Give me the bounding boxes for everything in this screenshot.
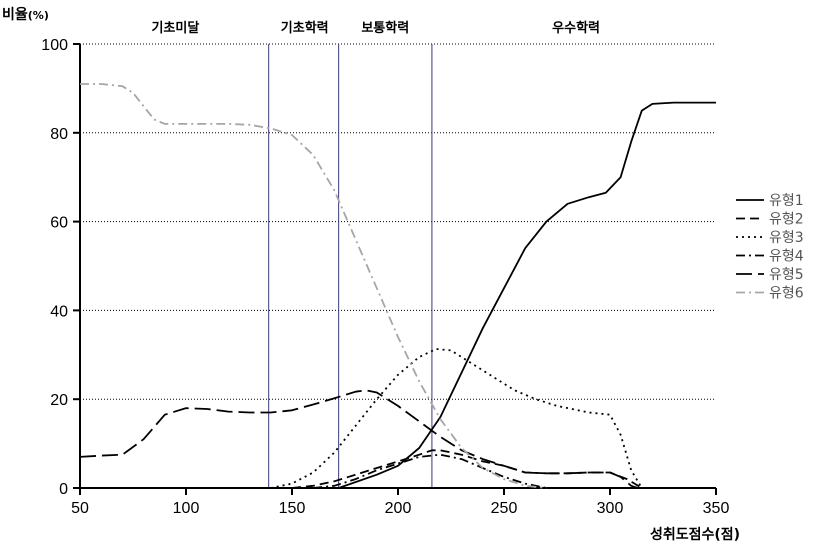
x-tick-label-100: 100 <box>173 500 200 517</box>
series-line-4 <box>313 453 547 489</box>
x-tick-label-300: 300 <box>597 500 624 517</box>
y-tick-label-100: 100 <box>41 37 68 54</box>
series-line-2 <box>291 449 643 489</box>
legend-label-4: 유형4 <box>769 249 804 265</box>
y-tick-label-60: 60 <box>50 215 68 232</box>
series-lines <box>79 83 716 489</box>
series-line-6 <box>80 83 547 489</box>
x-tick-label-250: 250 <box>491 500 518 517</box>
legend-label-2: 유형2 <box>769 212 804 228</box>
legend-label-6: 유형6 <box>769 286 804 302</box>
y-tick-label-40: 40 <box>50 303 68 320</box>
legend: 유형1 유형2 유형3 유형4 유형5 유형6 <box>736 193 804 302</box>
region-label-1: 기초미달 <box>151 20 199 36</box>
legend-label-1: 유형1 <box>769 193 804 209</box>
series-line-1 <box>338 101 716 489</box>
x-tick-label-200: 200 <box>385 500 412 517</box>
y-tick-label-0: 0 <box>59 481 68 498</box>
y-tick-label-20: 20 <box>50 392 68 409</box>
region-labels: 기초미달 기초학력 보통학력 우수학력 <box>151 20 600 36</box>
legend-label-5: 유형5 <box>769 267 804 283</box>
region-label-4: 우수학력 <box>552 20 600 36</box>
legend-label-3: 유형3 <box>769 230 804 246</box>
region-label-2: 기초학력 <box>281 20 329 36</box>
x-axis-label: 성취도점수(점) <box>650 527 741 543</box>
x-tick-label-350: 350 <box>703 500 730 517</box>
x-tick-label-50: 50 <box>71 500 89 517</box>
axes: 0 20 40 60 80 100 50 100 150 200 250 300 350 <box>41 37 729 517</box>
grid <box>80 43 716 400</box>
x-tick-label-150: 150 <box>279 500 306 517</box>
region-label-3: 보통학력 <box>361 20 409 36</box>
y-tick-label-80: 80 <box>50 126 68 143</box>
y-axis-label: 비율(%) <box>2 7 49 23</box>
series-line-3 <box>270 348 643 489</box>
region-boundaries <box>268 44 433 488</box>
series-line-5 <box>79 389 638 489</box>
